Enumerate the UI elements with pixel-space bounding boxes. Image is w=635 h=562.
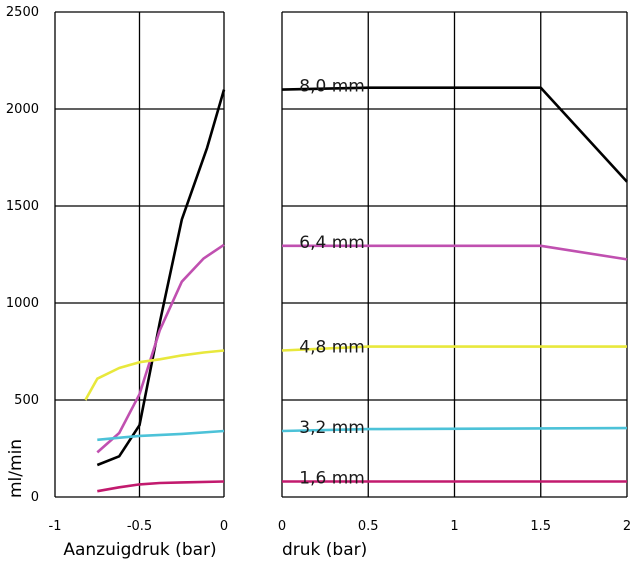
y-tick-label: 2000 — [6, 102, 39, 117]
left-series-line — [96, 243, 225, 454]
right-panel-grid — [281, 11, 628, 498]
series-labels: 8,0 mm 6,4 mm 4,8 mm 3,2 mm 1,6 mm — [299, 77, 365, 489]
series-label: 1,6 mm — [299, 468, 365, 488]
left-x-tick-label: -1 — [49, 519, 62, 534]
left-panel-series — [84, 89, 226, 493]
left-series-line — [97, 429, 225, 442]
right-x-axis-label: druk (bar) — [282, 540, 367, 560]
series-label: 4,8 mm — [299, 338, 365, 358]
left-x-axis-label: Aanzuigdruk (bar) — [63, 540, 216, 560]
left-series-line — [96, 89, 226, 467]
series-label: 8,0 mm — [299, 77, 365, 97]
right-panel-series — [281, 86, 628, 483]
right-x-tick-label: 0.5 — [358, 519, 379, 534]
y-tick-label: 1500 — [6, 199, 39, 214]
y-tick-label: 1000 — [6, 296, 39, 311]
left-x-tick-label: -0.5 — [127, 519, 152, 534]
right-series-line — [281, 345, 627, 352]
right-x-tick-label: 1 — [450, 519, 458, 534]
y-tick-label: 2500 — [6, 5, 39, 20]
left-series-line — [84, 349, 225, 401]
right-series-line — [282, 244, 628, 261]
series-label: 3,2 mm — [299, 418, 365, 438]
tick-labels: -1 -0.5 0 0 500 1000 1500 2000 2500 0 0.5 1 1.5 2 — [6, 5, 631, 534]
left-series-line — [97, 480, 225, 493]
series-label: 6,4 mm — [299, 233, 365, 253]
y-tick-label: 500 — [14, 393, 39, 408]
right-x-tick-label: 2 — [623, 519, 631, 534]
left-x-tick-label: 0 — [220, 519, 228, 534]
left-panel-grid — [54, 11, 225, 498]
right-series-line — [281, 86, 628, 183]
right-series-line — [281, 426, 628, 433]
right-x-tick-label: 1.5 — [530, 519, 551, 534]
right-x-tick-label: 0 — [278, 519, 286, 534]
y-axis-label: ml/min — [6, 439, 26, 498]
y-tick-label: 0 — [31, 490, 39, 505]
